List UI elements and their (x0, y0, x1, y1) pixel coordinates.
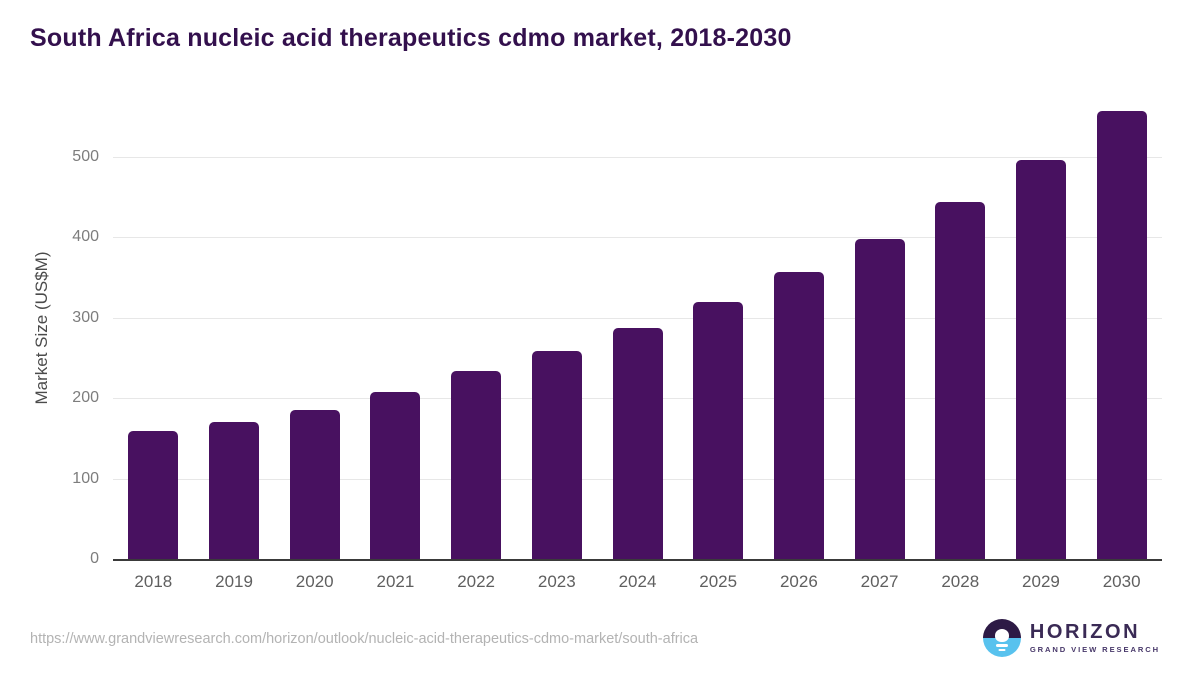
bar-2020 (289, 410, 340, 559)
y-axis-title: Market Size (US$M) (32, 251, 51, 405)
x-tick-label-2030: 2030 (1102, 572, 1141, 591)
x-tick-label-2025: 2025 (699, 572, 738, 591)
water-reflection-line (998, 648, 1006, 651)
horizon-logo: HORIZON GRAND VIEW RESEARCH (982, 619, 1160, 657)
gridline-300 (113, 317, 1162, 319)
y-tick-label-300: 300 (72, 308, 99, 326)
bar-2027 (854, 239, 905, 559)
bar-2023 (531, 350, 582, 559)
bar-2025 (693, 301, 744, 559)
x-tick-label-2022: 2022 (457, 572, 496, 591)
bar-2021 (370, 391, 421, 559)
x-tick-label-2020: 2020 (295, 572, 334, 591)
sun-dome-shape (994, 629, 1009, 642)
y-tick-label-400: 400 (72, 228, 99, 246)
x-tick-label-2023: 2023 (537, 572, 576, 591)
gridline-400 (113, 237, 1162, 239)
x-tick-label-2021: 2021 (376, 572, 415, 591)
bar-2029 (1015, 160, 1066, 559)
bar-2022 (451, 370, 502, 559)
x-tick-label-2026: 2026 (779, 572, 818, 591)
x-tick-label-2019: 2019 (215, 572, 253, 591)
x-tick-label-2029: 2029 (1022, 572, 1060, 591)
bar-2030 (1096, 111, 1147, 559)
gridline-500 (113, 157, 1162, 159)
water-reflection-line (995, 644, 1008, 647)
logo-text: HORIZON GRAND VIEW RESEARCH (1030, 622, 1160, 654)
logo-name: HORIZON (1029, 621, 1141, 644)
horizon-sun-icon (982, 619, 1021, 657)
chart-title: South Africa nucleic acid therapeutics c… (30, 24, 792, 52)
bar-2024 (612, 327, 663, 559)
bar-2026 (773, 272, 824, 559)
y-tick-label-0: 0 (90, 550, 99, 567)
y-tick-label-100: 100 (72, 469, 99, 487)
x-tick-label-2024: 2024 (618, 572, 657, 591)
plot-area: 0 100 200 300 400 500 2018 2019 2020 2021 2022 2023… (72, 100, 1162, 591)
bar-2028 (935, 202, 986, 559)
y-tick-label-200: 200 (72, 389, 99, 407)
x-tick-label-2027: 2027 (860, 572, 899, 591)
x-tick-label-2018: 2018 (134, 572, 173, 591)
bar-2018 (128, 431, 179, 559)
source-url: https://www.grandviewresearch.com/horizo… (30, 631, 699, 647)
bar-2019 (209, 422, 260, 559)
y-tick-label-500: 500 (72, 148, 99, 166)
logo-subtitle: GRAND VIEW RESEARCH (1029, 645, 1160, 655)
x-tick-label-2028: 2028 (941, 572, 980, 591)
